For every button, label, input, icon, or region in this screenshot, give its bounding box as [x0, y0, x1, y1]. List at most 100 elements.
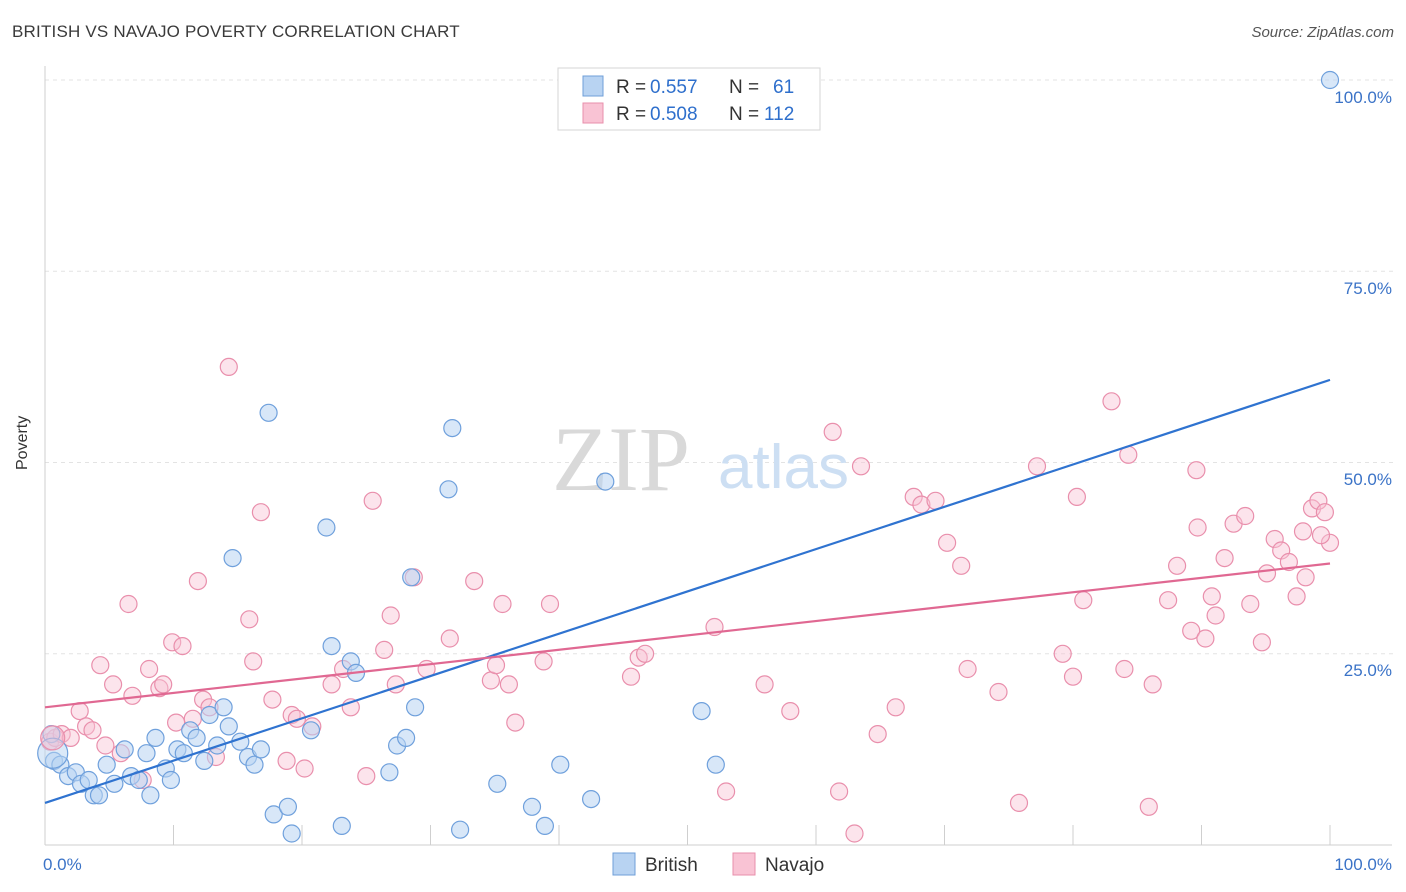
navajo-point-83	[1139, 797, 1158, 816]
bottom-legend-swatch-british	[612, 852, 636, 876]
legend-british-n-value: 61	[773, 77, 794, 98]
british-point-43	[380, 763, 399, 782]
y-tick-label-1: 50.0%	[1344, 470, 1392, 489]
british-point-26	[214, 698, 233, 717]
british-point-8	[89, 786, 109, 805]
british-point-37	[301, 721, 321, 740]
british-point-20	[174, 744, 193, 763]
navajo-point-96	[1241, 594, 1260, 614]
navajo-point-58	[716, 782, 736, 801]
navajo-point-81	[1115, 659, 1134, 679]
legend-navajo-n-label: N =	[729, 104, 759, 125]
navajo-point-41	[381, 606, 400, 625]
navajo-point-108	[1311, 526, 1331, 545]
navajo-point-76	[1053, 644, 1072, 663]
navajo-point-17	[163, 633, 182, 652]
source-label: Source: ZipAtlas.com	[1251, 24, 1394, 41]
british-point-53	[535, 816, 555, 836]
navajo-point-67	[904, 487, 923, 506]
navajo-point-106	[1315, 503, 1335, 522]
navajo-point-59	[755, 675, 774, 694]
navajo-point-99	[1265, 529, 1284, 549]
navajo-point-26	[244, 652, 263, 671]
navajo-point-75	[1027, 457, 1047, 476]
british-point-34	[264, 805, 283, 824]
british-point-49	[443, 419, 462, 438]
navajo-point-40	[375, 640, 394, 660]
british-point-56	[596, 472, 615, 491]
british-point-52	[522, 797, 542, 816]
british-point-45	[397, 728, 416, 748]
bottom-legend: British Navajo	[612, 852, 824, 876]
british-point-38	[317, 518, 336, 537]
navajo-point-3	[61, 728, 80, 748]
navajo-point-38	[357, 766, 376, 786]
navajo-point-50	[499, 675, 518, 694]
bottom-legend-swatch-navajo	[732, 852, 756, 876]
chart-title: BRITISH VS NAVAJO POVERTY CORRELATION CH…	[12, 22, 460, 41]
bottom-legend-navajo-label: Navajo	[765, 855, 824, 876]
navajo-point-79	[1074, 591, 1093, 610]
watermark-zip-text: ZIP	[552, 408, 690, 510]
navajo-point-54	[621, 667, 641, 686]
navajo-point-46	[465, 571, 484, 591]
navajo-point-53	[540, 594, 560, 614]
navajo-point-8	[96, 736, 115, 755]
british-point-35	[278, 797, 297, 816]
data-points	[37, 70, 1340, 843]
british-point-32	[251, 740, 270, 759]
legend-swatch-british	[582, 75, 604, 97]
navajo-point-39	[363, 491, 382, 510]
axes	[44, 66, 1392, 846]
navajo-trend-line	[44, 562, 1331, 709]
navajo-point-63	[845, 824, 864, 843]
british-point-47	[406, 698, 425, 717]
navajo-point-6	[83, 721, 102, 740]
navajo-point-35	[322, 675, 341, 694]
british-point-36	[282, 824, 301, 843]
british-point-28	[223, 548, 242, 568]
navajo-point-47	[481, 671, 500, 690]
legend-british-n-label: N =	[729, 77, 759, 98]
british-point-50	[451, 820, 470, 839]
navajo-point-91	[1202, 587, 1221, 606]
navajo-point-89	[1188, 518, 1207, 537]
navajo-point-71	[952, 556, 971, 575]
navajo-point-102	[1287, 587, 1306, 606]
navajo-point-95	[1236, 506, 1255, 526]
tick-labels: 25.0% 50.0% 75.0% 100.0% 0.0% 100.0%	[43, 88, 1392, 874]
navajo-point-14	[140, 659, 159, 679]
navajo-point-109	[1293, 522, 1313, 541]
navajo-point-101	[1279, 552, 1299, 572]
british-point-55	[581, 789, 601, 809]
navajo-point-90	[1196, 629, 1215, 648]
legend-swatch-navajo	[582, 102, 604, 124]
british-point-24	[200, 705, 219, 725]
british-trend-line	[44, 378, 1331, 804]
y-tick-label-3: 100.0%	[1334, 88, 1392, 107]
navajo-point-cluster	[40, 725, 66, 751]
y-tick-label-2: 75.0%	[1344, 279, 1392, 298]
grid-lines	[45, 79, 1395, 655]
x-tick-label-1: 100.0%	[1334, 855, 1392, 874]
legend-navajo-n-value: 112	[764, 104, 794, 125]
navajo-point-85	[1158, 591, 1178, 610]
navajo-point-92	[1206, 606, 1225, 625]
british-point-54	[551, 755, 570, 774]
navajo-point-28	[240, 610, 259, 629]
navajo-point-51	[506, 713, 525, 732]
british-point-22	[187, 728, 206, 748]
british-point-58	[706, 755, 725, 774]
navajo-point-64	[851, 457, 871, 476]
navajo-point-11	[119, 594, 138, 614]
navajo-point-66	[886, 698, 905, 717]
navajo-point-80	[1102, 392, 1121, 411]
navajo-point-70	[937, 533, 957, 552]
navajo-point-103	[1296, 568, 1315, 587]
british-point-48	[439, 480, 458, 499]
navajo-point-19	[173, 636, 192, 656]
british-point-59	[1320, 70, 1340, 90]
british-point-18	[161, 770, 180, 790]
british-point-15	[141, 786, 160, 805]
navajo-point-98	[1257, 564, 1277, 583]
